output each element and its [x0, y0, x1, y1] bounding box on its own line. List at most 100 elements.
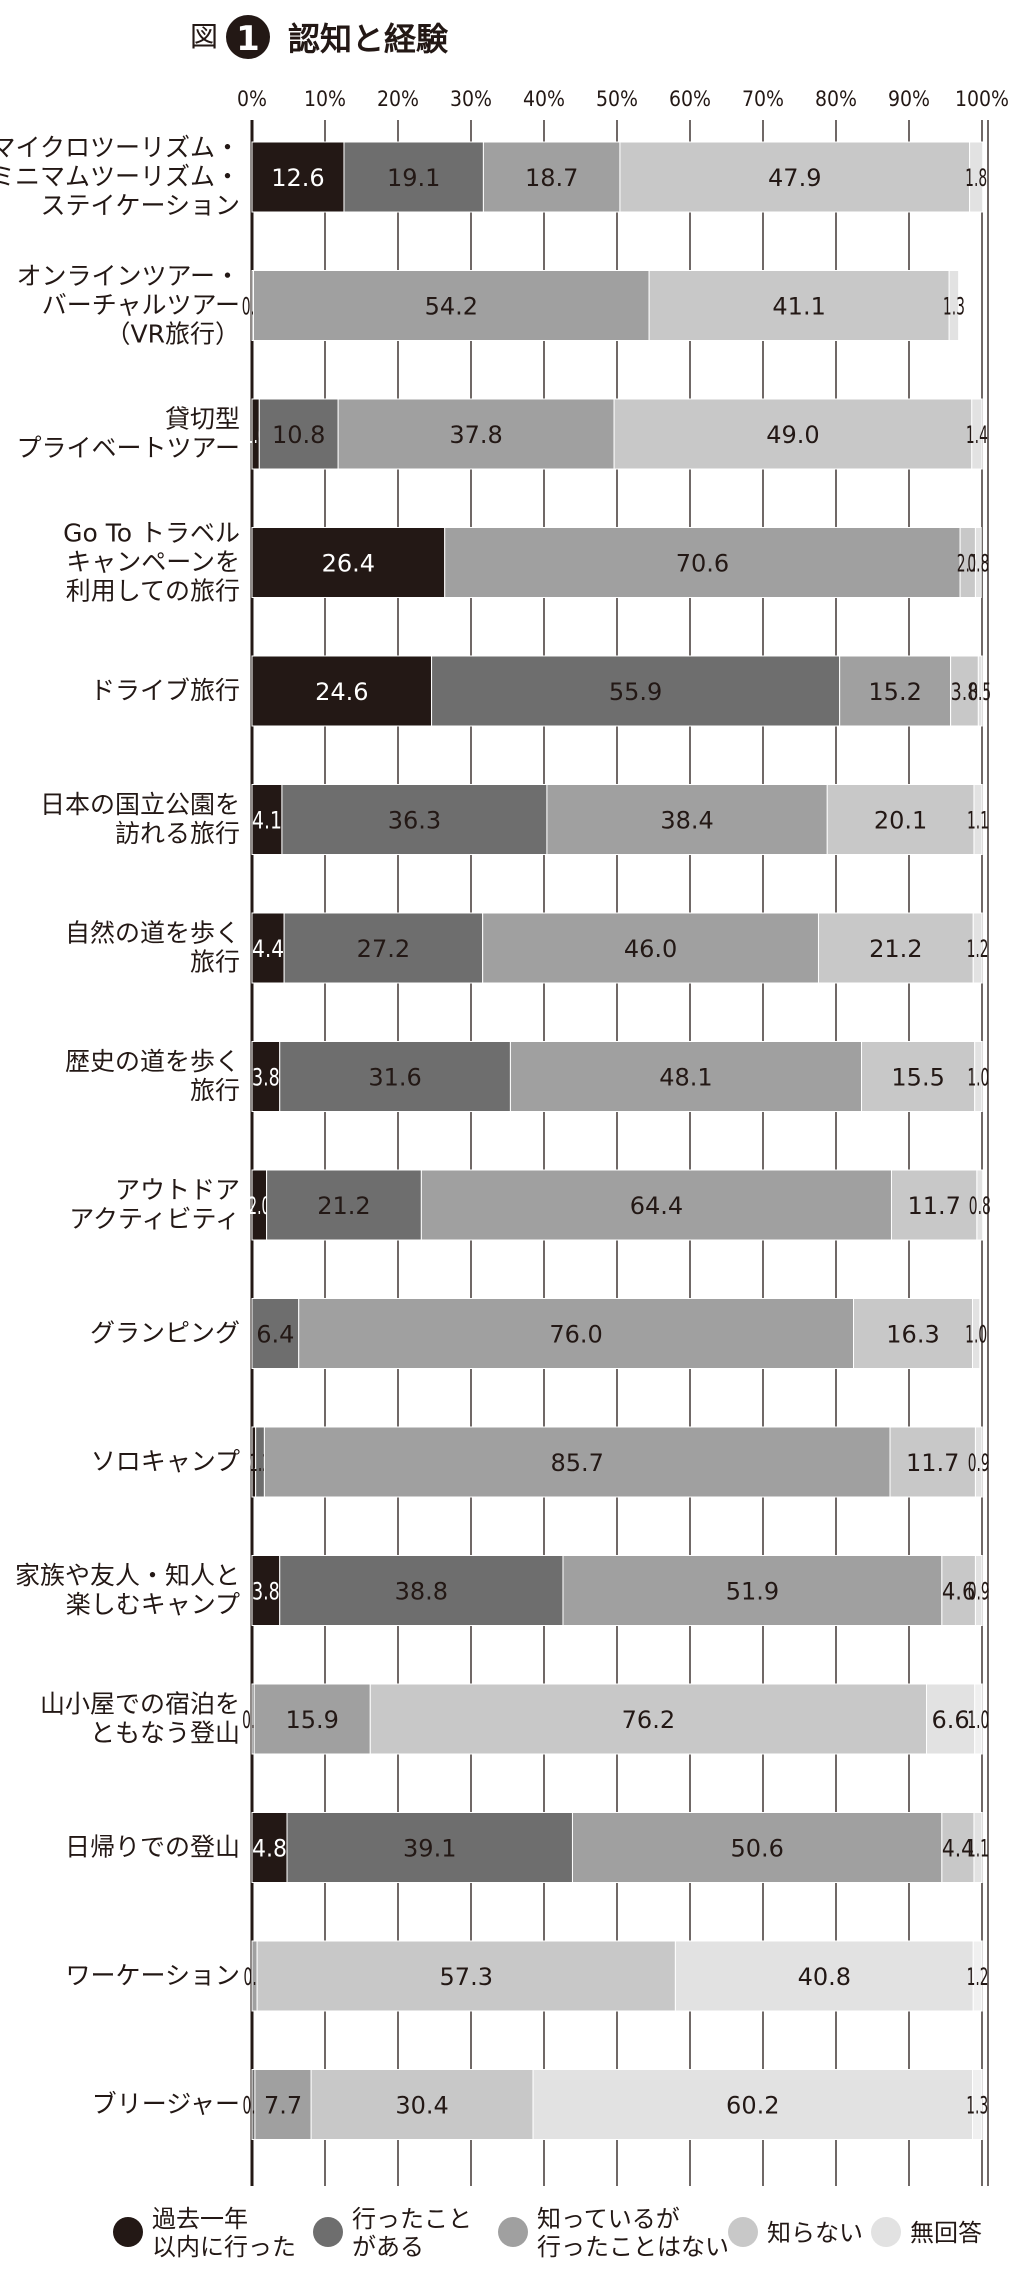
bar-segment [343, 141, 484, 213]
category-label: ソロキャンプ [91, 1447, 240, 1476]
x-tick-label: 50% [596, 87, 638, 111]
category-label: マイクロツーリズム・ [0, 133, 240, 162]
data-label: 31.6 [368, 1064, 421, 1092]
bar-segment [253, 1683, 371, 1755]
category-label: 山小屋での宿泊を [40, 1690, 240, 1719]
category-label: 楽しむキャンプ [66, 1590, 240, 1619]
category-label: Go To トラベル [63, 519, 240, 548]
data-label: 1.3 [943, 293, 965, 321]
data-label: 1.1 [967, 1835, 989, 1863]
category-label: キャンペーンを [66, 548, 240, 577]
legend-swatch [728, 2217, 758, 2247]
data-label: 40.8 [798, 1963, 851, 1991]
data-label: 2.1 [957, 550, 979, 578]
data-label: 46.0 [624, 935, 677, 963]
data-label: 57.3 [440, 1963, 493, 1991]
legend-label: がある [352, 2233, 424, 2261]
data-label: 1.0 [965, 1321, 987, 1349]
bar-segment [973, 784, 983, 855]
bar-segment [251, 527, 446, 598]
bar-segment [861, 1041, 976, 1112]
category-label: ドライブ旅行 [90, 676, 240, 705]
data-label: 0.9 [968, 1578, 990, 1606]
category-label: 日帰りでの登山 [65, 1833, 240, 1862]
bar-segment [974, 1041, 983, 1112]
category-label: アウトドア [115, 1176, 240, 1205]
data-label: 1.4 [966, 421, 988, 449]
x-tick-label: 20% [377, 87, 419, 111]
legend-swatch [113, 2217, 143, 2247]
bar-row: オンラインツアー・バーチャルツアー（VR旅行）0.2 54.2 41.1 1.3 [16, 262, 964, 349]
data-label: 70.6 [676, 550, 729, 578]
bar-segment [974, 1683, 983, 1755]
data-label: 15.2 [868, 678, 921, 706]
legend-label: 過去一年 [152, 2205, 248, 2233]
data-label: 76.0 [549, 1321, 602, 1349]
bar-segment [279, 1555, 564, 1626]
bar-rows: マイクロツーリズム・ミニマムツーリズム・ステイケーション 12.6 19.1 18.7… [0, 133, 991, 2140]
bar-segment [482, 141, 621, 213]
data-label: 64.4 [630, 1192, 683, 1220]
bar-segment [974, 1426, 983, 1498]
bar-segment [251, 784, 283, 855]
data-label: 48.1 [659, 1064, 712, 1092]
category-label: ミニマムツーリズム・ [0, 162, 240, 191]
bar-segment [251, 1812, 288, 1883]
bar-segment [976, 1169, 984, 1241]
data-label: 11.7 [907, 1192, 960, 1220]
bar-segment [266, 1169, 422, 1241]
category-label: 自然の道を歩く [65, 919, 240, 948]
legend-label: 無回答 [910, 2219, 982, 2247]
category-label: ステイケーション [40, 191, 240, 220]
category-label: 日本の国立公園を [40, 790, 240, 819]
data-label: 1.8 [965, 164, 987, 192]
bar-segment [839, 655, 952, 727]
bar-segment [283, 912, 484, 984]
bar-segment [281, 784, 548, 855]
legend-label: 行ったこと [352, 2205, 472, 2233]
data-label: 4.1 [252, 807, 282, 835]
data-label: 0.5 [969, 678, 991, 706]
bar-segment [972, 2069, 983, 2140]
bar-segment [251, 1298, 300, 1369]
data-label: 47.9 [768, 164, 821, 192]
category-label: ともなう登山 [90, 1719, 240, 1748]
bar-segment [562, 1555, 943, 1626]
bar-segment [890, 1169, 978, 1241]
bar-segment [251, 141, 345, 213]
data-label: 0.8 [967, 550, 989, 578]
legend-swatch [871, 2217, 901, 2247]
data-label: 6.4 [256, 1321, 294, 1349]
data-label: 49.0 [766, 421, 819, 449]
data-label: 3.8 [252, 1578, 280, 1606]
bar-segment [310, 2069, 534, 2140]
bar-segment [509, 1041, 863, 1112]
bar-segment [971, 398, 983, 470]
bar-segment [950, 655, 979, 727]
legend-label: 知っているが [537, 2205, 680, 2233]
bar-segment [817, 912, 974, 984]
bar-segment [977, 655, 983, 727]
data-label: 2.0 [248, 1192, 270, 1220]
bar-segment [613, 398, 973, 470]
data-label: 6.6 [932, 1706, 970, 1734]
bar-row: ブリージャー 0.4 7.7 30.4 60.2 1.3 [92, 2069, 988, 2140]
data-label: 15.9 [286, 1706, 339, 1734]
bar-segment [298, 1298, 855, 1369]
legend-item: 無回答 [871, 2217, 982, 2247]
data-label: 30.4 [395, 2092, 448, 2120]
chart-title: 認知と経験 [288, 20, 449, 58]
bar-segment [648, 270, 950, 341]
data-label: 21.2 [869, 935, 922, 963]
x-tick-label: 10% [304, 87, 346, 111]
data-label: 38.4 [660, 807, 713, 835]
bar-segment [251, 1041, 281, 1112]
bar-row: ソロキャンプ 0.51.2 85.7 11.7 0.9 [91, 1426, 990, 1498]
bar-segment [337, 398, 615, 470]
bar-segment [674, 1940, 974, 2012]
category-label: 旅行 [190, 1076, 240, 1105]
